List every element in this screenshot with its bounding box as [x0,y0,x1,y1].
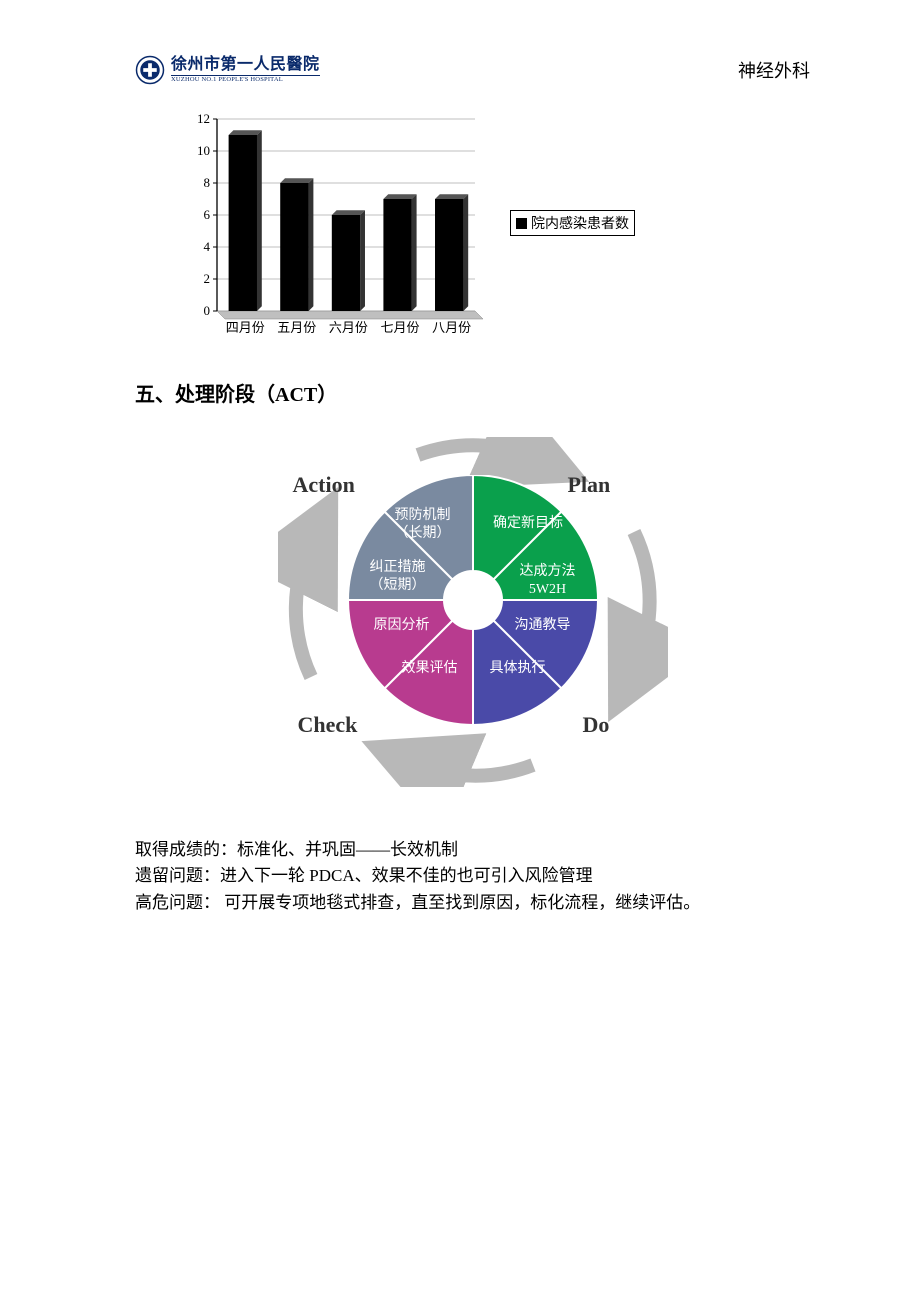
svg-text:0: 0 [204,303,211,318]
svg-text:2: 2 [204,271,211,286]
paragraph-3: 高危问题： 可开展专项地毯式排查，直至找到原因，标化流程，继续评估。 [135,890,810,916]
svg-text:四月份: 四月份 [226,320,265,333]
pdca-diagram-wrap: Plan Do Check Action 确定新目标 达成方法5W2H 沟通教导… [135,437,810,787]
paragraph-2: 遗留问题：进入下一轮 PDCA、效果不佳的也可引入风险管理 [135,863,810,889]
legend-swatch [516,218,527,229]
svg-text:七月份: 七月份 [380,320,419,333]
chart-legend: 院内感染患者数 [510,210,635,236]
hospital-logo: 徐州市第一人民醫院 XUZHOU NO.1 PEOPLE'S HOSPITAL [135,55,320,85]
department-label: 神经外科 [738,57,810,83]
hospital-name-cn: 徐州市第一人民醫院 [171,57,320,73]
svg-text:六月份: 六月份 [329,320,368,333]
svg-text:6: 6 [204,207,211,222]
svg-text:五月份: 五月份 [277,320,316,333]
svg-text:8: 8 [204,175,211,190]
svg-text:八月份: 八月份 [432,320,471,333]
infection-bar-chart: 0 2 4 6 8 10 12 四月份五月份六月份七月份八月份 [185,113,485,333]
hospital-name-en: XUZHOU NO.1 PEOPLE'S HOSPITAL [171,75,320,84]
pdca-label-action: Action [293,472,355,498]
pdca-wheel: 确定新目标 达成方法5W2H 沟通教导 具体执行 效果评估 原因分析 纠正措施（… [348,475,598,725]
svg-text:10: 10 [197,143,210,158]
svg-text:4: 4 [204,239,211,254]
legend-label: 院内感染患者数 [531,213,629,233]
body-text: 取得成绩的：标准化、并巩固——长效机制 遗留问题：进入下一轮 PDCA、效果不佳… [135,837,810,916]
bar-chart-row: 0 2 4 6 8 10 12 四月份五月份六月份七月份八月份 院内感染患者数 [185,113,810,333]
hospital-emblem-icon [135,55,165,85]
pdca-diagram: Plan Do Check Action 确定新目标 达成方法5W2H 沟通教导… [278,437,668,787]
page-header: 徐州市第一人民醫院 XUZHOU NO.1 PEOPLE'S HOSPITAL … [135,55,810,85]
section-heading-act: 五、处理阶段（ACT） [135,378,810,407]
paragraph-1: 取得成绩的：标准化、并巩固——长效机制 [135,837,810,863]
pdca-hub [444,571,502,629]
svg-text:12: 12 [197,113,210,126]
